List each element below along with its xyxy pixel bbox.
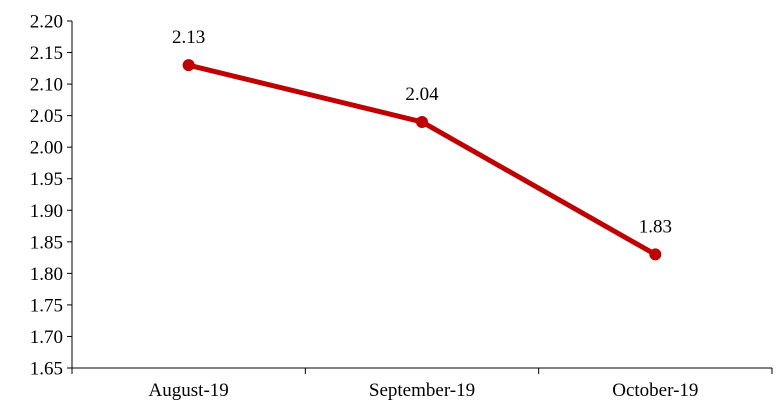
data-point	[182, 59, 195, 72]
y-tick-label: 2.20	[30, 12, 63, 33]
y-tick-label: 2.15	[30, 43, 63, 64]
y-tick-label: 1.75	[30, 295, 63, 316]
data-point	[416, 115, 428, 128]
y-axis-ticks: 1.65 1.70 1.75 1.80 1.85 1.90 1.95 2.00 2.05 2.10…	[30, 12, 72, 380]
x-tick-label: October-19	[612, 380, 698, 401]
data-point	[649, 248, 662, 261]
axes	[71, 21, 772, 369]
y-tick-label: 2.05	[30, 106, 63, 127]
y-tick-label: 1.80	[30, 264, 63, 285]
x-tick-label: August-19	[149, 380, 229, 401]
y-tick-label: 1.95	[30, 169, 63, 190]
series-layer	[182, 59, 662, 261]
y-tick-label: 1.85	[30, 232, 63, 253]
data-label: 1.83	[639, 216, 672, 237]
y-tick-label: 2.10	[30, 75, 63, 96]
data-label: 2.13	[172, 27, 205, 48]
y-tick-label: 2.00	[30, 138, 63, 159]
data-labels: 2.13 2.04 1.83	[172, 27, 672, 237]
x-axis-ticks: August-19 September-19 October-19	[71, 368, 773, 401]
y-tick-label: 1.90	[30, 201, 63, 222]
x-tick-label: September-19	[369, 380, 475, 401]
data-label: 2.04	[405, 84, 439, 105]
y-tick-label: 1.65	[30, 359, 63, 380]
y-tick-label: 1.70	[30, 327, 63, 348]
